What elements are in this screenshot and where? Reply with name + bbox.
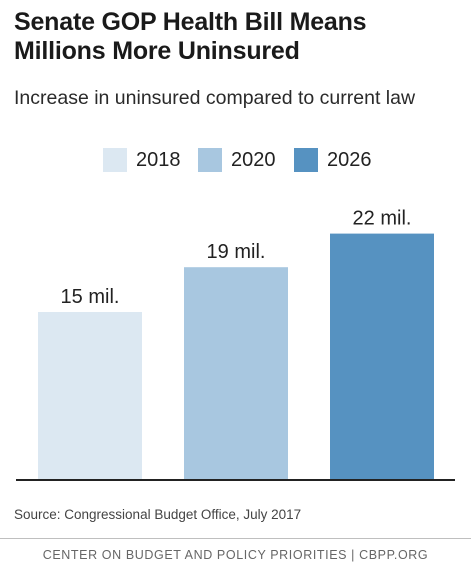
- value-labels-group: 15 mil. 19 mil. 22 mil.: [61, 208, 412, 308]
- footer-divider: [0, 538, 471, 539]
- legend-label-2026: 2026: [327, 149, 372, 171]
- legend: 2018 2020 2026: [0, 146, 471, 174]
- chart-subtitle: Increase in uninsured compared to curren…: [14, 87, 416, 109]
- legend-item-2020: 2020: [198, 146, 276, 174]
- legend-swatch-2018: [103, 148, 127, 172]
- legend-swatch-2026: [294, 148, 318, 172]
- legend-label-2020: 2020: [231, 149, 276, 171]
- value-label-2018: 15 mil.: [61, 286, 120, 308]
- footer-credit: CENTER ON BUDGET AND POLICY PRIORITIES |…: [42, 548, 429, 562]
- legend-swatch-2020: [198, 148, 222, 172]
- value-label-2020: 19 mil.: [207, 241, 266, 263]
- legend-item-2026: 2026: [294, 146, 372, 174]
- chart-title: Senate GOP Health Bill Means Millions Mo…: [14, 8, 367, 65]
- bar-2018: [38, 312, 142, 480]
- bar-2020: [184, 267, 288, 480]
- value-label-2026: 22 mil.: [353, 208, 412, 230]
- bar-2026: [330, 233, 434, 480]
- legend-item-2018: 2018: [103, 146, 181, 174]
- source-note: Source: Congressional Budget Office, Jul…: [14, 507, 302, 522]
- legend-label-2018: 2018: [136, 149, 181, 171]
- bars-group: [38, 233, 434, 480]
